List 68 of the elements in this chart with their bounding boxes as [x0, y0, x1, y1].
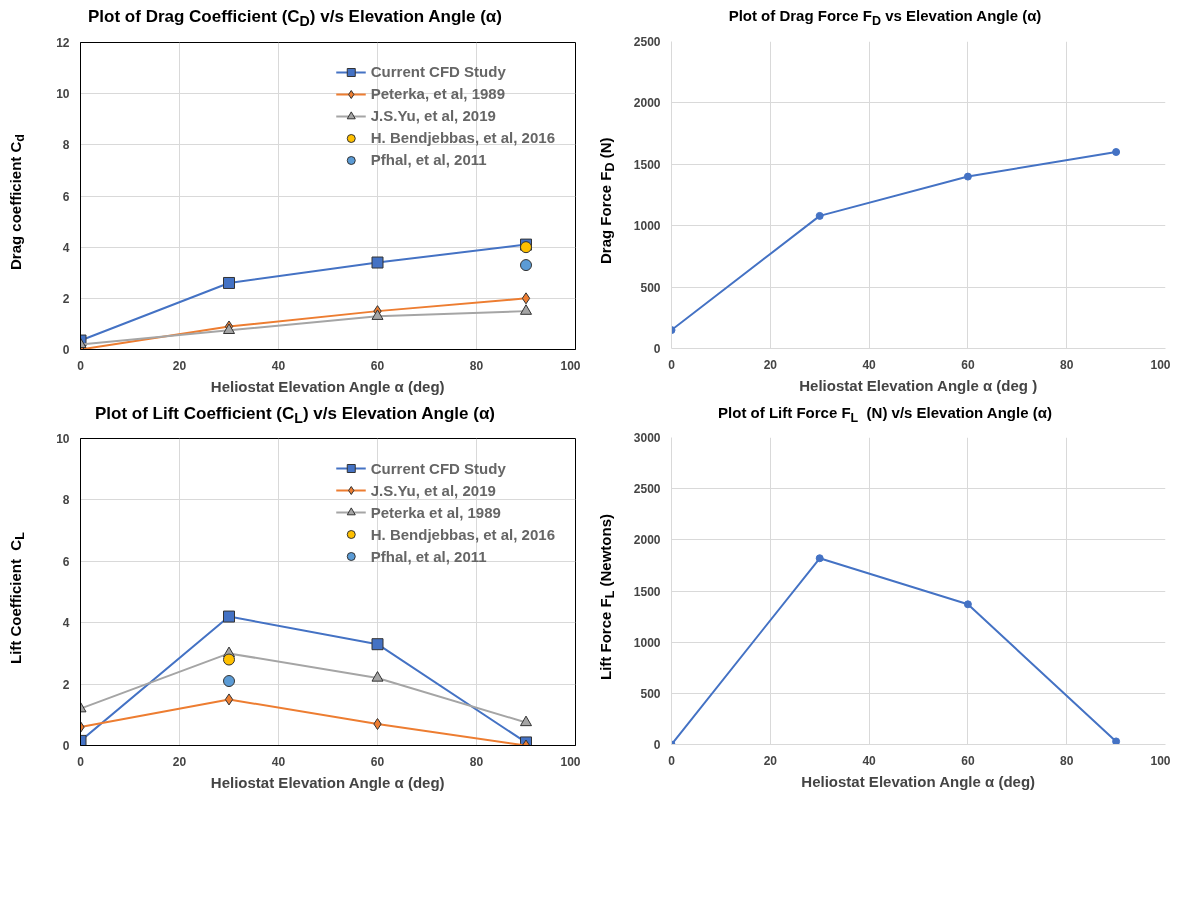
y-tick-label: 1500: [633, 157, 661, 172]
y-tick-label: 0: [653, 341, 661, 356]
chart-title: Plot of Drag Coefficient (C$_{D}$) v/s Elevation Angle (α): [88, 6, 502, 32]
y-tick-label: 6: [62, 189, 70, 204]
x-tick-label: 40: [271, 754, 286, 769]
y-tick-label: 0: [62, 342, 70, 357]
x-tick-label: 80: [469, 754, 484, 769]
x-axis-title: Heliostat Elevation Angle α (deg): [801, 772, 1036, 790]
legend-label: Current CFD Study: [370, 459, 506, 477]
x-tick-label: 40: [862, 357, 877, 372]
x-tick-label: 0: [668, 753, 676, 768]
x-tick-label: 20: [172, 754, 187, 769]
x-tick-label: 60: [370, 754, 385, 769]
x-tick-label: 20: [172, 358, 187, 373]
x-tick-label: 20: [763, 753, 778, 768]
y-tick-label: 10: [56, 432, 70, 447]
y-tick-label: 1500: [633, 584, 661, 599]
y-tick-label: 2500: [633, 34, 661, 49]
x-axis-title: Heliostat Elevation Angle α (deg): [210, 377, 445, 395]
y-tick-label: 1000: [633, 219, 661, 234]
x-tick-label: 60: [961, 357, 975, 372]
y-tick-label: 500: [640, 687, 661, 702]
x-tick-label: 20: [763, 357, 778, 372]
x-tick-label: 60: [961, 753, 975, 768]
y-tick-label: 2: [62, 677, 70, 692]
y-tick-label: 0: [653, 738, 661, 753]
y-tick-label: 1000: [633, 636, 661, 651]
legend-label: Pfhal, et al, 2011: [370, 547, 487, 565]
x-tick-label: 0: [668, 357, 676, 372]
legend-label: J.S.Yu, et al, 2019: [370, 107, 496, 125]
legend-label: H. Bendjebbas, et al, 2016: [370, 525, 555, 543]
y-tick-label: 2000: [633, 533, 661, 548]
y-tick-label: 6: [62, 555, 70, 570]
y-tick-label: 8: [62, 137, 70, 152]
chart-title: Plot of Lift Coefficient (C$_{L}$) v/s Elevation Angle (α): [94, 402, 496, 428]
y-tick-label: 500: [640, 280, 661, 295]
x-axis-title: Heliostat Elevation Angle α (deg ): [799, 376, 1038, 394]
x-tick-label: 80: [1060, 753, 1074, 768]
chart-title: Plot of Drag Force F$_{D}$ vs Elevation Angle (α): [728, 6, 1042, 30]
y-tick-label: 2500: [633, 482, 661, 497]
y-tick-label: 4: [62, 240, 70, 255]
y-tick-label: 12: [56, 35, 70, 50]
y-tick-label: 4: [62, 616, 70, 631]
x-tick-label: 80: [1060, 357, 1074, 372]
legend-label: Pfhal, et al, 2011: [370, 151, 487, 169]
x-tick-label: 40: [862, 753, 877, 768]
legend-label: J.S.Yu, et al, 2019: [370, 481, 496, 499]
x-tick-label: 0: [77, 358, 85, 373]
y-tick-label: 8: [62, 493, 70, 508]
x-tick-label: 80: [469, 358, 484, 373]
x-tick-label: 60: [370, 358, 385, 373]
legend-label: H. Bendjebbas, et al, 2016: [370, 129, 555, 147]
y-tick-label: 2: [62, 291, 70, 306]
legend-label: Current CFD Study: [370, 63, 506, 81]
legend-label: Peterka, et al, 1989: [370, 85, 506, 103]
y-tick-label: 10: [56, 86, 70, 101]
x-tick-label: 0: [77, 754, 85, 769]
x-tick-label: 40: [271, 358, 286, 373]
chart-title: Plot of Lift Force F$_{L}$ (N) v/s Elevation Angle (α): [718, 402, 1052, 427]
y-tick-label: 3000: [633, 431, 661, 446]
y-tick-label: 2000: [633, 96, 661, 111]
x-tick-label: 100: [560, 754, 581, 769]
x-tick-label: 100: [560, 358, 581, 373]
legend-label: Peterka et al, 1989: [370, 503, 501, 521]
x-tick-label: 100: [1150, 357, 1171, 372]
y-tick-label: 0: [62, 739, 70, 754]
x-axis-title: Heliostat Elevation Angle α (deg): [210, 773, 445, 791]
x-tick-label: 100: [1150, 753, 1171, 768]
